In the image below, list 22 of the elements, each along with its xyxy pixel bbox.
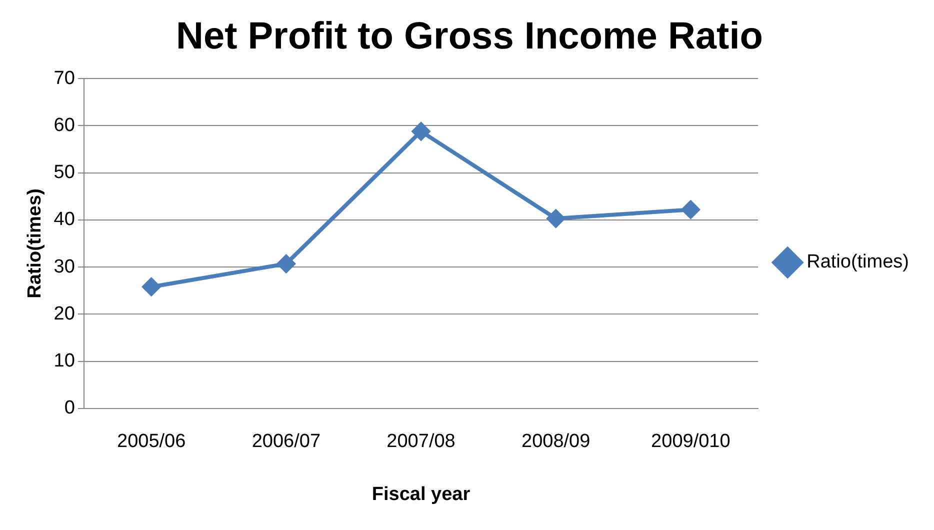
y-tick-label: 60	[54, 114, 75, 136]
point	[682, 200, 700, 219]
legend-label: Ratio(times)	[806, 252, 910, 273]
y-tick-label: 0	[64, 398, 75, 419]
x-tick-label: 2005/06	[117, 431, 186, 452]
x-tick-label: 2008/09	[522, 431, 590, 452]
point	[546, 210, 565, 228]
point	[412, 122, 430, 140]
chart-title: Net Profit to Gross Income Ratio	[176, 15, 763, 58]
point	[277, 254, 296, 273]
x-axis-title: Fiscal year	[372, 484, 471, 505]
x-tick-label: 2006/07	[252, 431, 321, 452]
y-tick-label: 20	[54, 303, 75, 324]
point	[142, 278, 160, 296]
y-tick-label: 40	[54, 209, 75, 230]
x-tick-label: 2009/010	[651, 431, 730, 452]
y-axis-title: Ratio(times)	[24, 188, 46, 298]
y-tick-label: 10	[54, 350, 75, 372]
y-tick-label: 30	[54, 256, 75, 278]
y-tick-label: 70	[54, 68, 75, 89]
y-tick-label: 50	[54, 162, 75, 184]
x-tick-label: 2007/08	[386, 431, 456, 452]
